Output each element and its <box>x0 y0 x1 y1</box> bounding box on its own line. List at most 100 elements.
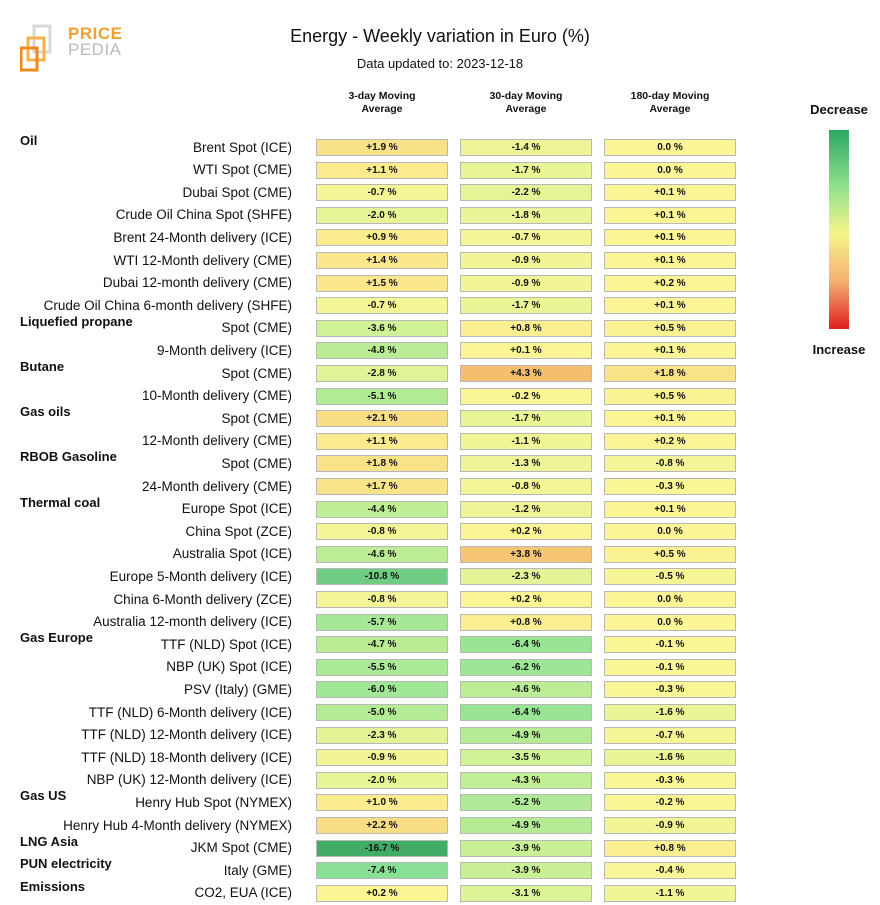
row-label: Europe 5-Month delivery (ICE) <box>109 568 292 584</box>
value-cell: +1.8 % <box>316 455 448 473</box>
row-label: WTI Spot (CME) <box>192 162 292 178</box>
value-cell: -0.7 % <box>316 297 448 315</box>
value-cell: -0.9 % <box>460 252 592 269</box>
value-cell: -6.2 % <box>460 658 592 676</box>
value-cell: -5.5 % <box>316 658 448 676</box>
value-cell: -4.6 % <box>460 681 592 699</box>
value-cell: 0.0 % <box>604 523 736 541</box>
value-cell: +0.5 % <box>604 387 736 405</box>
value-cell: +0.9 % <box>316 229 448 247</box>
value-cell: +1.9 % <box>316 139 448 156</box>
row-label: Spot (CME) <box>221 410 292 426</box>
row-label: TTF (NLD) 12-Month delivery (ICE) <box>81 727 292 743</box>
value-cell: +1.1 % <box>316 432 448 450</box>
value-cell: +0.2 % <box>460 591 592 608</box>
row-label: Spot (CME) <box>221 320 292 336</box>
row-label: 10-Month delivery (CME) <box>141 388 292 404</box>
group-label: Gas US <box>20 788 67 804</box>
value-cell: +1.1 % <box>316 161 448 179</box>
column-header-1: 3-day Moving Average <box>312 90 452 116</box>
column-header-line-1: 3-day Moving <box>348 90 416 102</box>
value-cell: +2.2 % <box>316 817 448 834</box>
value-cell: +0.2 % <box>460 523 592 541</box>
value-cell: -1.4 % <box>460 139 592 156</box>
value-cell: -3.9 % <box>460 862 592 880</box>
value-cell: -0.1 % <box>604 636 736 654</box>
value-cell: -1.1 % <box>604 884 736 902</box>
value-cell: -0.9 % <box>604 817 736 834</box>
value-cell: +1.0 % <box>316 794 448 812</box>
row-label: Crude Oil China Spot (SHFE) <box>115 207 292 223</box>
value-cell: -4.8 % <box>316 342 448 360</box>
value-cell: -10.8 % <box>316 568 448 586</box>
value-cell: -16.7 % <box>316 839 448 857</box>
value-cell: -3.9 % <box>460 839 592 857</box>
value-cell: -0.1 % <box>604 658 736 676</box>
row-label: Henry Hub 4-Month delivery (NYMEX) <box>63 817 292 833</box>
value-cell: 0.0 % <box>604 613 736 631</box>
value-cell: +0.1 % <box>604 252 736 269</box>
value-cell: -0.5 % <box>604 568 736 586</box>
value-cell: -0.8 % <box>604 455 736 473</box>
value-cell: -2.0 % <box>316 206 448 224</box>
logo-mark-icon <box>19 24 52 72</box>
row-label: TTF (NLD) Spot (ICE) <box>160 636 292 652</box>
value-cell: -4.7 % <box>316 636 448 654</box>
value-cell: +2.1 % <box>316 410 448 428</box>
column-header-line-2: Average <box>649 103 691 115</box>
value-cell: -7.4 % <box>316 862 448 880</box>
value-cell: -5.0 % <box>316 704 448 721</box>
value-cell: +0.2 % <box>604 432 736 450</box>
legend-decrease-label: Decrease <box>810 102 868 117</box>
legend-increase-label: Increase <box>812 342 866 357</box>
row-label: CO2, EUA (ICE) <box>194 885 292 901</box>
row-label: Henry Hub Spot (NYMEX) <box>135 794 292 810</box>
value-cell: -1.2 % <box>460 500 592 518</box>
value-cell: -1.3 % <box>460 455 592 473</box>
value-cell: -3.5 % <box>460 749 592 767</box>
group-label: PUN electricity <box>20 856 112 872</box>
group-label: Oil <box>20 133 38 148</box>
value-cell: -0.3 % <box>604 771 736 789</box>
value-cell: -0.7 % <box>460 229 592 247</box>
value-cell: -6.4 % <box>460 636 592 654</box>
row-label: China 6-Month delivery (ZCE) <box>113 591 292 607</box>
value-cell: +1.8 % <box>604 365 736 382</box>
value-cell: +0.1 % <box>604 184 736 202</box>
value-cell: -4.3 % <box>460 771 592 789</box>
value-cell: -1.7 % <box>460 410 592 428</box>
group-label: Thermal coal <box>20 494 101 510</box>
row-label: Italy (GME) <box>223 862 292 878</box>
value-cell: -2.0 % <box>316 771 448 789</box>
value-cell: -2.3 % <box>460 568 592 586</box>
legend-color-scale <box>829 130 849 329</box>
value-cell: +0.1 % <box>460 342 592 360</box>
group-label: Liquefied propane <box>20 313 133 329</box>
pricepedia-logo: PRICE PEDIA <box>19 24 130 72</box>
value-cell: +4.3 % <box>460 365 592 382</box>
value-cell: 0.0 % <box>604 139 736 156</box>
value-cell: -0.3 % <box>604 681 736 699</box>
value-cell: -0.8 % <box>460 478 592 495</box>
row-label: TTF (NLD) 6-Month delivery (ICE) <box>88 704 292 720</box>
value-cell: -0.7 % <box>604 726 736 744</box>
value-cell: +3.8 % <box>460 545 592 563</box>
value-cell: -4.9 % <box>460 817 592 834</box>
row-label: Australia 12-month delivery (ICE) <box>93 614 292 630</box>
value-cell: -0.9 % <box>316 749 448 767</box>
value-cell: +0.1 % <box>604 500 736 518</box>
row-label: Brent Spot (ICE) <box>192 139 292 155</box>
logo-line-1: PRICE <box>68 24 123 43</box>
column-header-line-2: Average <box>505 103 547 115</box>
row-label: Brent 24-Month delivery (ICE) <box>113 229 292 245</box>
value-cell: +1.7 % <box>316 478 448 495</box>
value-cell: -3.6 % <box>316 319 448 337</box>
value-cell: -0.7 % <box>316 184 448 202</box>
value-cell: -0.2 % <box>460 387 592 405</box>
row-label: NBP (UK) Spot (ICE) <box>166 659 292 675</box>
value-cell: +1.4 % <box>316 252 448 269</box>
group-label: Gas oils <box>20 404 71 420</box>
value-cell: -2.2 % <box>460 184 592 202</box>
value-cell: -4.6 % <box>316 545 448 563</box>
row-label: Crude Oil China 6-month delivery (SHFE) <box>43 297 292 313</box>
